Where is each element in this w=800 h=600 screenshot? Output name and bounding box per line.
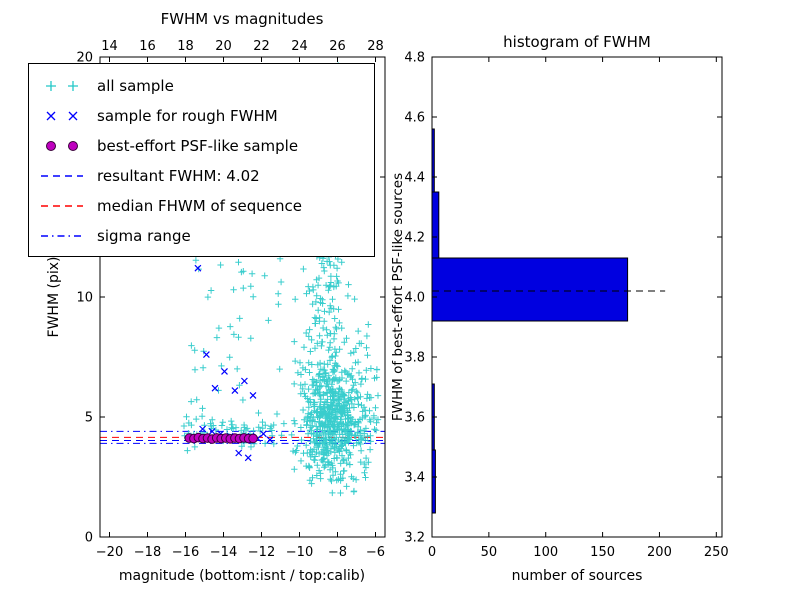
dashed-line-icon [41, 175, 83, 177]
right-plot-ylabel: FWHM of best-effort PSF-like sources [390, 173, 406, 421]
left-ytick-label: 5 [85, 411, 93, 426]
left-xtick-label: −12 [248, 545, 275, 560]
left-xtick-label: −16 [172, 545, 199, 560]
histogram-bar [431, 449, 436, 514]
legend-item-label: all sample [97, 77, 174, 95]
right-xtick-label: 200 [647, 545, 672, 560]
circle-marker-icon [46, 141, 78, 151]
right-xtick-label: 150 [590, 545, 615, 560]
right-xtick-label: 50 [481, 545, 498, 560]
right-ytick-label: 4.0 [404, 291, 425, 306]
left-ytick-label: 10 [76, 291, 93, 306]
right-ytick-label: 4.6 [404, 111, 425, 126]
right-ytick-label: 3.2 [404, 531, 425, 546]
psf-sample-points [184, 432, 258, 444]
legend-item-label: best-effort PSF-like sample [97, 137, 299, 155]
histogram-bar [431, 191, 440, 259]
legend-item-label: median FHWM of sequence [97, 197, 302, 215]
legend-item: sample for rough FWHM [39, 101, 364, 131]
right-xtick-label: 0 [428, 545, 436, 560]
legend-item-label: sigma range [97, 227, 191, 245]
left-plot-xlabel: magnitude (bottom:isnt / top:calib) [119, 568, 365, 584]
legend-item: sigma range [39, 221, 364, 251]
right-ytick-label: 4.4 [404, 171, 425, 186]
scatter-points [180, 62, 382, 497]
x-marker-icon [46, 111, 78, 121]
legend-item: resultant FWHM: 4.02 [39, 161, 364, 191]
dashed-line-icon [41, 205, 83, 207]
left-top-xtick-label: 20 [215, 39, 232, 54]
left-xtick-label: −10 [286, 545, 313, 560]
right-ytick-label: 3.6 [404, 411, 425, 426]
left-top-xtick-label: 18 [177, 39, 194, 54]
histogram-bar [431, 257, 629, 322]
left-top-xtick-label: 26 [329, 39, 346, 54]
left-ytick-label: 0 [85, 531, 93, 546]
left-xtick-label: −8 [328, 545, 347, 560]
legend: all sample sample for rough FWHM best-effo… [28, 63, 375, 257]
left-top-xtick-label: 22 [253, 39, 270, 54]
left-top-xtick-label: 28 [367, 39, 384, 54]
left-ytick-label: 20 [76, 51, 93, 66]
histogram-bars [431, 128, 629, 514]
left-xtick-label: −20 [96, 545, 123, 560]
right-xtick-label: 100 [533, 545, 558, 560]
left-top-xtick-label: 14 [101, 39, 118, 54]
legend-item-label: resultant FWHM: 4.02 [97, 167, 260, 185]
plus-marker-icon [46, 81, 78, 91]
right-xtick-label: 250 [704, 545, 729, 560]
left-xtick-label: −6 [366, 545, 385, 560]
right-plot: 0 50 100 150 200 250 3.2 3.4 3.6 3.8 4.0 4.2 4.4 4.6 4… [404, 51, 728, 561]
left-plot-ylabel: FWHM (pix) [46, 257, 62, 338]
legend-item-label: sample for rough FWHM [97, 107, 278, 125]
legend-item: median FHWM of sequence [39, 191, 364, 221]
right-plot-title: histogram of FWHM [503, 33, 651, 51]
left-top-xtick-label: 24 [291, 39, 308, 54]
left-xtick-label: −14 [210, 545, 237, 560]
right-plot-xlabel: number of sources [512, 568, 643, 584]
right-axes: 0 50 100 150 200 250 3.2 3.4 3.6 3.8 4.0 4.2 4.4 4.6 4… [404, 51, 728, 561]
legend-item: best-effort PSF-like sample [39, 131, 364, 161]
left-plot: −20 −18 −16 −14 −12 −10 −8 −6 14 16 18 20 22 24 26 28 0 5… [76, 39, 386, 560]
left-axes: −20 −18 −16 −14 −12 −10 −8 −6 14 16 18 20 22 24 26 28 0 5… [76, 39, 386, 560]
dashdot-line-icon [41, 235, 83, 237]
right-ytick-label: 3.4 [404, 471, 425, 486]
left-xtick-label: −18 [134, 545, 161, 560]
right-ytick-label: 3.8 [404, 351, 425, 366]
left-top-xtick-label: 16 [139, 39, 156, 54]
right-ytick-label: 4.2 [404, 231, 425, 246]
legend-item: all sample [39, 71, 364, 101]
right-ytick-label: 4.8 [404, 51, 425, 66]
left-plot-title: FWHM vs magnitudes [161, 10, 324, 28]
